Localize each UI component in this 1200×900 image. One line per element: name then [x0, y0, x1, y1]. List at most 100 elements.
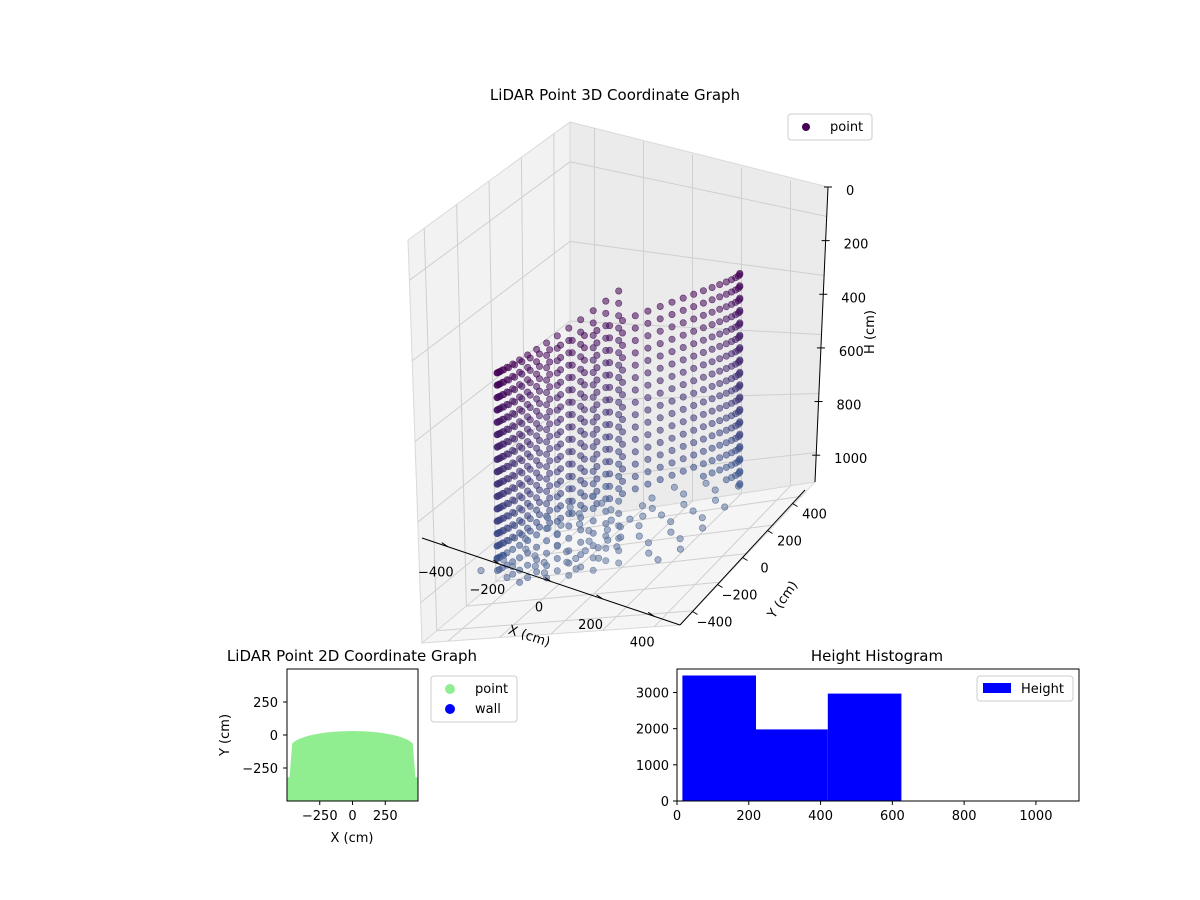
cloud-point	[722, 290, 730, 298]
cloud-point	[722, 315, 730, 323]
cloud-point	[716, 355, 724, 363]
cloud-point	[602, 421, 610, 429]
cloud-point	[533, 531, 541, 539]
cloud-point	[516, 405, 524, 413]
cloud-point	[533, 457, 541, 465]
cloud-point	[516, 554, 524, 562]
y-tick	[742, 557, 748, 561]
cloud-point	[708, 370, 716, 378]
y-tick-label-hist: 3000	[636, 687, 669, 702]
cloud-point	[553, 456, 561, 464]
cloud-point	[509, 434, 517, 442]
cloud-point	[618, 477, 626, 485]
cloud-point	[676, 535, 684, 543]
cloud-point	[546, 395, 554, 403]
cloud-point	[540, 558, 548, 566]
cloud-point	[533, 382, 541, 390]
x-tick	[647, 611, 655, 617]
cloud-point	[516, 418, 524, 426]
x-tick	[493, 559, 500, 565]
cloud-point	[668, 397, 676, 405]
x-tick-label-hist: 0	[673, 809, 681, 824]
cloud-point	[593, 339, 601, 347]
cloud-point	[708, 345, 716, 353]
cloud-point	[524, 499, 532, 507]
cloud-point	[716, 404, 724, 412]
cloud-point	[503, 363, 511, 371]
cloud-point	[524, 487, 532, 495]
cloud-point	[503, 462, 511, 470]
cloud-point	[546, 506, 554, 514]
cloud-point	[631, 349, 639, 357]
cloud-point	[656, 364, 664, 372]
histogram-bar	[827, 693, 902, 801]
cloud-point	[716, 305, 724, 313]
cloud-point	[679, 343, 687, 351]
cloud-point	[615, 312, 623, 320]
cloud-point	[516, 479, 524, 487]
cloud-point	[690, 426, 698, 434]
cloud-point	[679, 418, 687, 426]
cloud-point	[524, 512, 532, 520]
cloud-point	[563, 558, 571, 566]
cloud-point	[516, 517, 524, 525]
cloud-point	[544, 514, 552, 522]
y-axis-label: Y (cm)	[764, 578, 801, 622]
cloud-point	[602, 384, 610, 392]
cloud-point	[516, 368, 524, 376]
cloud-point	[524, 425, 532, 433]
cloud-point	[654, 556, 662, 564]
cloud-point	[708, 395, 716, 403]
cloud-point	[734, 482, 742, 490]
cloud-point	[690, 340, 698, 348]
cloud-point	[524, 376, 532, 384]
cloud-point	[503, 475, 511, 483]
cloud-point	[615, 411, 623, 419]
cloud-point	[589, 566, 597, 574]
histogram-bar	[756, 729, 828, 801]
cloud-point	[644, 443, 652, 451]
cloud-point	[572, 565, 580, 573]
cloud-point	[668, 471, 676, 479]
y-tick-label: −200	[722, 589, 758, 604]
cloud-point	[577, 328, 585, 336]
cloud-point	[676, 545, 684, 553]
cloud-point	[524, 400, 532, 408]
cloud-point	[533, 506, 541, 514]
cloud-point	[618, 490, 626, 498]
cloud-point	[593, 364, 601, 372]
cloud-point	[615, 485, 623, 493]
cloud-point	[716, 318, 724, 326]
legend-label-point: point	[830, 120, 863, 135]
x-tick-label: −200	[470, 583, 506, 598]
cloud-point	[516, 393, 524, 401]
cloud-point	[524, 363, 532, 371]
cloud-point	[690, 451, 698, 459]
cloud-point	[589, 455, 597, 463]
y-tick	[767, 530, 773, 534]
legend-label-point-2d: point	[475, 682, 508, 697]
cloud-point	[543, 549, 551, 557]
cloud-point	[589, 467, 597, 475]
chart-2d: LiDAR Point 2D Coordinate Graph −250 0 250…	[218, 647, 518, 846]
cloud-point	[602, 309, 610, 317]
cloud-point	[533, 543, 541, 551]
cloud-point	[699, 386, 707, 394]
cloud-point	[668, 335, 676, 343]
cloud-point	[593, 401, 601, 409]
cloud-point	[690, 463, 698, 471]
cloud-point	[565, 435, 573, 443]
cloud-point	[679, 393, 687, 401]
cloud-point	[644, 344, 652, 352]
cloud-point	[565, 336, 573, 344]
cloud-point	[716, 466, 724, 474]
z-tick-label: 0	[846, 184, 854, 199]
cloud-point	[589, 356, 597, 364]
cloud-point	[679, 430, 687, 438]
cloud-point	[503, 573, 511, 581]
cloud-point	[708, 333, 716, 341]
cloud-point	[615, 324, 623, 332]
cloud-point	[593, 388, 601, 396]
cloud-point	[565, 460, 573, 468]
y-tick-label: 200	[777, 535, 802, 550]
